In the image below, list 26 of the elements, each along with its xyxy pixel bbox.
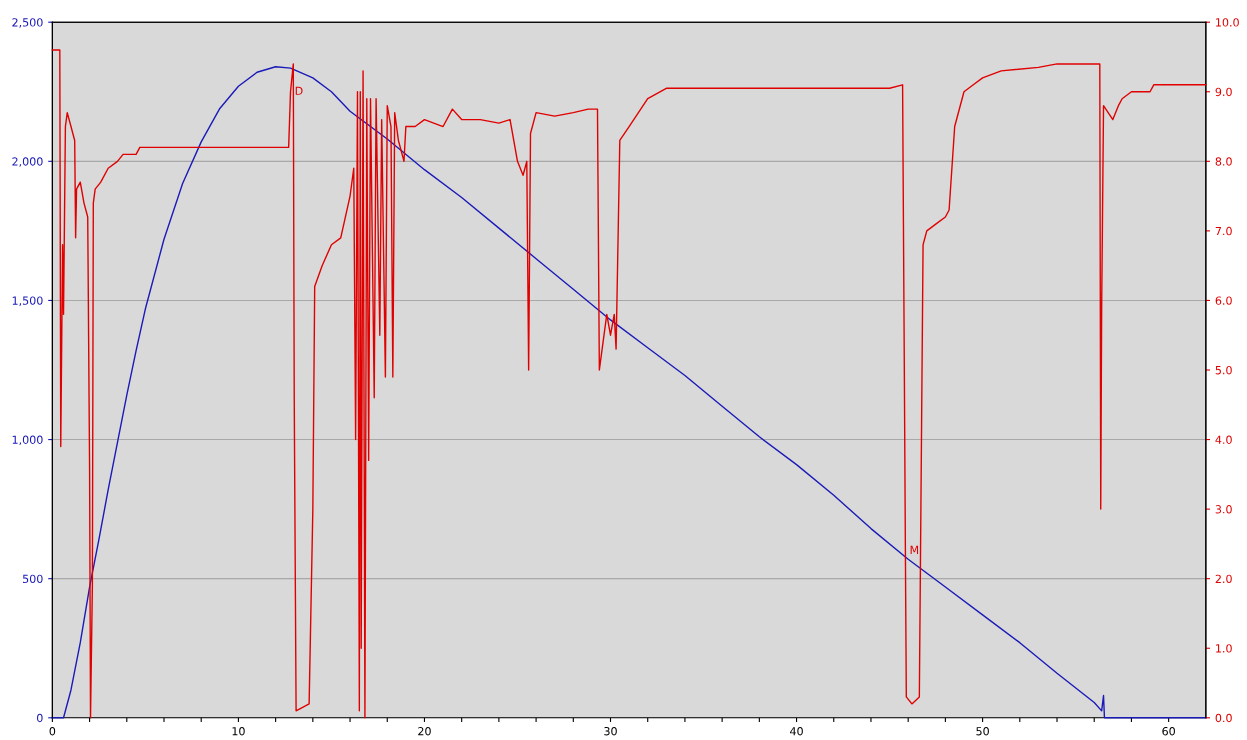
y-tick-label: 2,000 — [12, 157, 43, 167]
annotation: M — [910, 545, 919, 554]
y2-tick-label: 9.0 — [1215, 87, 1232, 97]
annotation: D — [295, 86, 303, 95]
y2-tick-label: 1.0 — [1216, 644, 1232, 653]
y2-tick-label: 8.0 — [1215, 157, 1232, 166]
y2-tick-label: 10.0 — [1216, 18, 1239, 27]
y2-tick-label: 6.0 — [1215, 296, 1232, 305]
y2-tick-label: 4.0 — [1215, 435, 1232, 444]
y2-tick-label: 2.0 — [1215, 574, 1232, 584]
y2-tick-label: 7.0 — [1215, 226, 1232, 236]
x-tick-label: 50 — [976, 727, 989, 736]
y-tick-label: 2,500 — [12, 18, 43, 28]
y2-tick-label: 5.0 — [1215, 365, 1232, 375]
y-tick-label: 0 — [37, 713, 43, 723]
y-tick-label: 1,500 — [12, 296, 43, 306]
x-tick-label: 0 — [49, 727, 56, 736]
x-tick-label: 30 — [604, 727, 617, 736]
y-tick-label: 1,000 — [12, 435, 43, 446]
y-tick-label: 500 — [23, 574, 43, 584]
y2-tick-label: 3.0 — [1215, 505, 1232, 514]
x-tick-label: 40 — [790, 727, 803, 736]
x-tick-label: 10 — [232, 727, 245, 736]
y2-tick-label: 0.0 — [1215, 713, 1232, 723]
x-tick-label: 20 — [418, 727, 431, 736]
x-tick-label: 60 — [1162, 727, 1175, 736]
